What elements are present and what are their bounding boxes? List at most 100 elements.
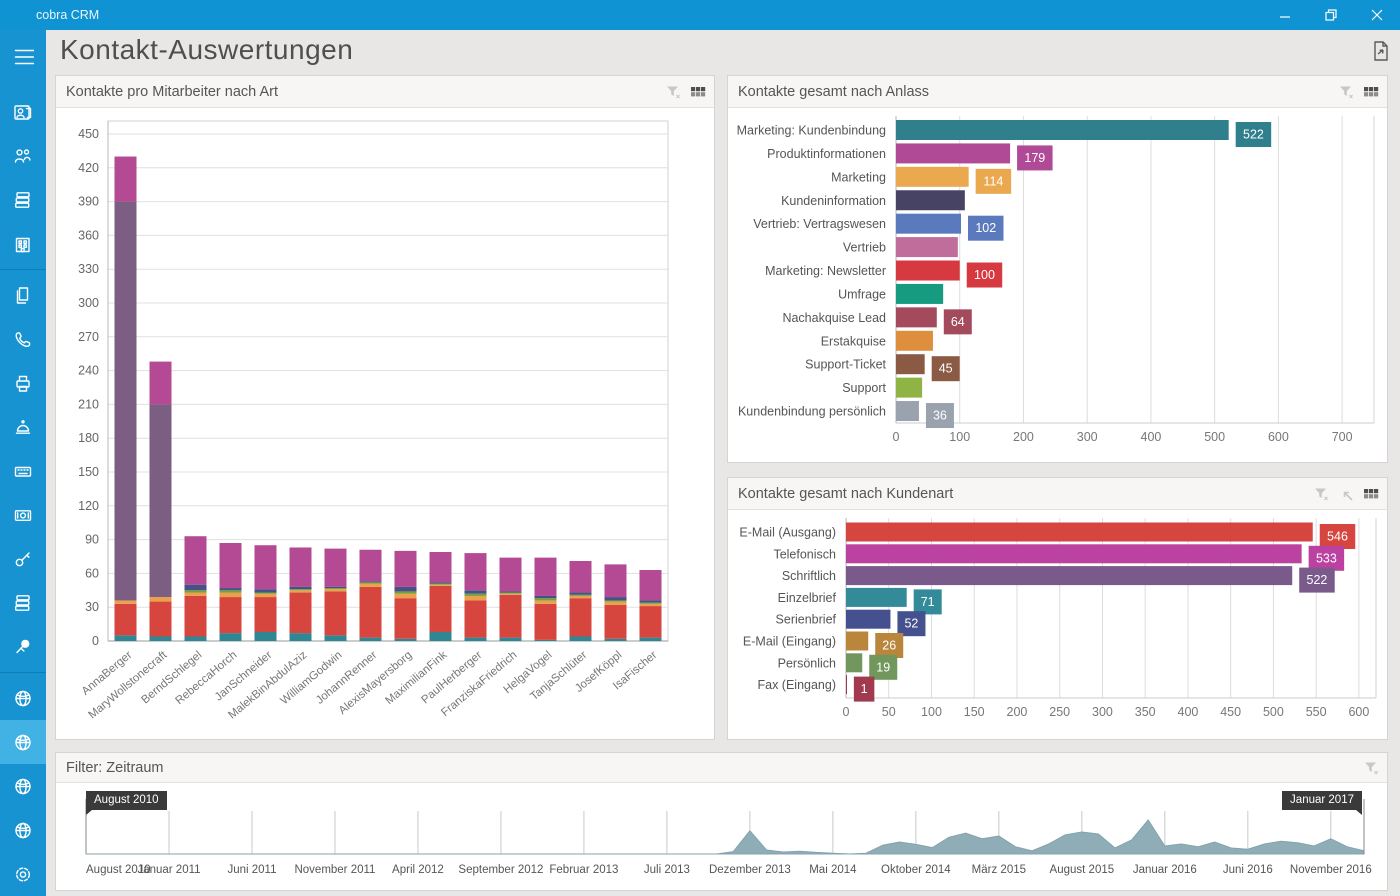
- bar-segment[interactable]: [149, 361, 172, 405]
- bar-segment[interactable]: [324, 548, 347, 587]
- bar-segment[interactable]: [219, 590, 242, 593]
- sidebar-item-gear[interactable]: [0, 852, 46, 896]
- bar-segment[interactable]: [499, 591, 522, 593]
- bar-segment[interactable]: [499, 557, 522, 592]
- bar-segment[interactable]: [359, 583, 382, 587]
- bar-segment[interactable]: [324, 635, 347, 641]
- bar-segment[interactable]: [394, 586, 417, 592]
- bar-segment[interactable]: [359, 549, 382, 582]
- bar-segment[interactable]: [289, 589, 312, 591]
- bar-segment[interactable]: [639, 570, 662, 601]
- sidebar-item-documents[interactable]: [0, 273, 46, 317]
- bar-Erstakquise[interactable]: [896, 330, 933, 351]
- bar-segment[interactable]: [219, 592, 242, 598]
- bar-Nachakquise Lead[interactable]: [896, 307, 937, 328]
- bar-segment[interactable]: [184, 636, 207, 641]
- bar-segment[interactable]: [534, 639, 557, 641]
- bar-segment[interactable]: [569, 595, 592, 599]
- bar-segment[interactable]: [149, 404, 172, 598]
- sidebar-item-bell[interactable]: [0, 405, 46, 449]
- bar-segment[interactable]: [114, 635, 137, 641]
- bar-segment[interactable]: [114, 156, 137, 202]
- bar-segment[interactable]: [254, 631, 277, 641]
- bar-segment[interactable]: [359, 581, 382, 583]
- bar-segment[interactable]: [464, 600, 487, 638]
- bar-segment[interactable]: [499, 637, 522, 641]
- bar-segment[interactable]: [604, 597, 627, 601]
- bar-segment[interactable]: [639, 606, 662, 638]
- bar-segment[interactable]: [429, 584, 452, 586]
- bar-segment[interactable]: [149, 597, 172, 602]
- bar-segment[interactable]: [219, 588, 242, 591]
- bar-Persönlich[interactable]: [846, 653, 863, 673]
- bar-segment[interactable]: [534, 603, 557, 640]
- bar-segment[interactable]: [499, 592, 522, 594]
- bar-segment[interactable]: [254, 592, 277, 594]
- bar-segment[interactable]: [289, 590, 312, 593]
- range-end-handle[interactable]: Januar 2017: [1282, 791, 1362, 815]
- bar-segment[interactable]: [324, 588, 347, 590]
- bar-segment[interactable]: [429, 582, 452, 584]
- bar-Telefonisch[interactable]: [846, 544, 1302, 564]
- bar-segment[interactable]: [639, 602, 662, 604]
- bar-segment[interactable]: [254, 545, 277, 590]
- bar-segment[interactable]: [254, 597, 277, 632]
- sidebar-item-printer[interactable]: [0, 361, 46, 405]
- bar-segment[interactable]: [464, 637, 487, 641]
- bar-Serienbrief[interactable]: [846, 609, 891, 629]
- bar-segment[interactable]: [604, 564, 627, 598]
- bar-segment[interactable]: [569, 561, 592, 593]
- bar-segment[interactable]: [184, 592, 207, 596]
- sidebar-item-globe[interactable]: [0, 808, 46, 852]
- grid-button[interactable]: [1363, 486, 1379, 501]
- export-report-button[interactable]: [1368, 38, 1394, 64]
- bar-Produktinformationen[interactable]: [896, 143, 1011, 164]
- bar-segment[interactable]: [464, 553, 487, 591]
- bar-segment[interactable]: [499, 594, 522, 638]
- bar-segment[interactable]: [604, 604, 627, 639]
- bar-Fax (Eingang)[interactable]: [846, 675, 847, 695]
- bar-segment[interactable]: [429, 583, 452, 585]
- close-button[interactable]: [1354, 0, 1400, 30]
- sidebar-item-people[interactable]: [0, 134, 46, 178]
- bar-Support-Ticket[interactable]: [896, 354, 925, 375]
- bar-segment[interactable]: [569, 592, 592, 595]
- bar-Schriftlich[interactable]: [846, 566, 1293, 586]
- bar-segment[interactable]: [359, 582, 382, 584]
- bar-segment[interactable]: [184, 584, 207, 591]
- bar-segment[interactable]: [534, 557, 557, 596]
- filter-x-button[interactable]: [1313, 486, 1329, 501]
- filter-x-button[interactable]: [1338, 84, 1354, 99]
- bar-segment[interactable]: [324, 589, 347, 592]
- bar-Marketing[interactable]: [896, 166, 969, 187]
- bar-segment[interactable]: [289, 633, 312, 641]
- bar-segment[interactable]: [324, 591, 347, 636]
- bar-Kundenbindung persönlich[interactable]: [896, 401, 919, 422]
- bar-segment[interactable]: [394, 638, 417, 641]
- minimize-button[interactable]: [1262, 0, 1308, 30]
- bar-segment[interactable]: [569, 636, 592, 641]
- sidebar-item-money[interactable]: [0, 493, 46, 537]
- bar-segment[interactable]: [289, 592, 312, 634]
- bar-Marketing: Kundenbindung[interactable]: [896, 120, 1229, 140]
- sidebar-item-globe[interactable]: [0, 764, 46, 808]
- bar-segment[interactable]: [604, 638, 627, 641]
- bar-segment[interactable]: [534, 595, 557, 599]
- bar-segment[interactable]: [429, 551, 452, 583]
- sidebar-item-globe[interactable]: [0, 676, 46, 720]
- bar-segment[interactable]: [289, 547, 312, 587]
- activity-area[interactable]: [86, 819, 1365, 855]
- bar-Kundeninformation[interactable]: [896, 190, 965, 211]
- bar-Vertrieb[interactable]: [896, 237, 958, 258]
- bar-segment[interactable]: [254, 593, 277, 598]
- bar-segment[interactable]: [394, 593, 417, 599]
- filter-x-button[interactable]: [1363, 760, 1379, 775]
- bar-segment[interactable]: [254, 589, 277, 593]
- sidebar-menu-button[interactable]: [0, 36, 46, 76]
- bar-segment[interactable]: [639, 637, 662, 641]
- sidebar-item-pin[interactable]: [0, 625, 46, 669]
- bar-segment[interactable]: [219, 542, 242, 589]
- bar-Support[interactable]: [896, 377, 923, 398]
- sidebar-item-key[interactable]: [0, 537, 46, 581]
- bar-Einzelbrief[interactable]: [846, 587, 907, 607]
